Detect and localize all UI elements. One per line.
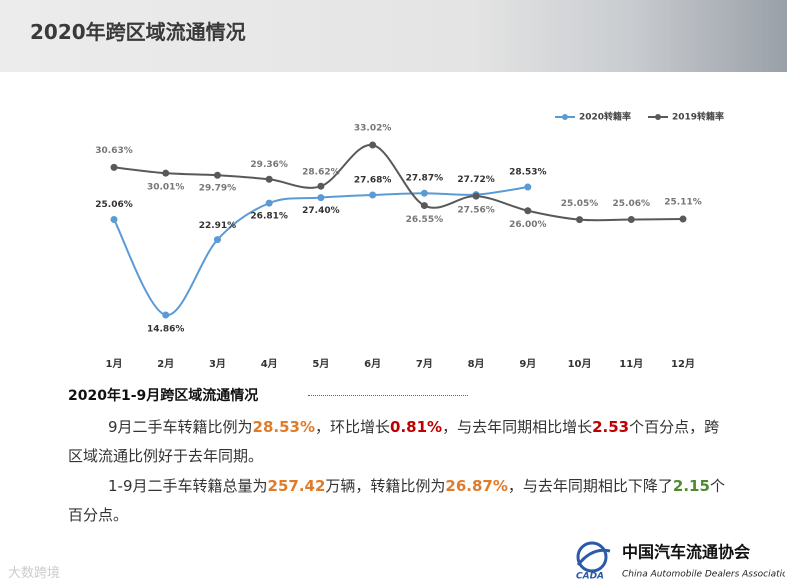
legend-label: 2020转籍率 <box>579 111 631 123</box>
highlight: 26.87% <box>445 477 508 495</box>
data-point <box>679 215 687 223</box>
section-title: 2020年1-9月跨区域流通情况 <box>68 388 259 404</box>
data-point <box>472 192 480 200</box>
data-label: 29.79% <box>199 184 237 194</box>
x-tick-label: 6月 <box>364 358 381 370</box>
text-run: 9月二手车转籍比例为 <box>108 418 253 436</box>
data-label: 28.53% <box>509 168 547 178</box>
data-label: 25.11% <box>664 198 702 208</box>
data-label: 28.62% <box>302 168 340 178</box>
text-run: ，与去年同期相比下降了 <box>507 477 673 495</box>
text-run: 个百分点。 <box>68 477 725 524</box>
chart: 1月 2月 3月 4月 5月 6月 7月 8月 9月 10月 11月 12月 25.06% 14.86% 2… <box>95 111 724 371</box>
data-point <box>213 171 221 179</box>
data-label: 26.00% <box>509 220 547 230</box>
data-point <box>162 311 170 319</box>
data-point <box>265 175 273 183</box>
x-tick-label: 9月 <box>519 358 536 370</box>
data-label: 14.86% <box>147 325 185 335</box>
header: 2020年跨区域流通情况 <box>0 0 787 72</box>
data-point <box>213 236 221 244</box>
logo-swoosh <box>576 548 611 566</box>
text-run: 1-9月二手车转籍总量为 <box>108 477 268 495</box>
data-label: 27.56% <box>457 206 495 216</box>
x-tick-label: 11月 <box>619 358 643 370</box>
logo-abbr: CADA <box>576 572 604 582</box>
x-tick-label: 1月 <box>106 358 123 370</box>
data-label: 27.87% <box>406 174 444 184</box>
text-run: 万辆，转籍比例为 <box>325 477 446 495</box>
x-tick-label: 8月 <box>468 358 485 370</box>
x-tick-label: 12月 <box>671 358 695 370</box>
x-tick-label: 5月 <box>312 358 329 370</box>
data-point <box>524 207 532 215</box>
data-point <box>420 189 428 197</box>
data-label: 27.68% <box>354 175 392 185</box>
highlight: 28.53% <box>252 418 316 436</box>
x-tick-label: 4月 <box>261 358 278 370</box>
text-run: 个百分点，跨区域流通比例好于去年同期。 <box>68 418 720 465</box>
data-point <box>420 202 428 210</box>
data-label: 25.06% <box>613 199 651 209</box>
legend-label: 2019转籍率 <box>672 111 724 123</box>
data-label: 25.06% <box>95 200 133 210</box>
data-label: 26.55% <box>406 215 444 225</box>
text-run: ，与去年同期相比增长 <box>442 418 593 436</box>
data-point <box>317 194 325 202</box>
data-point <box>627 216 635 224</box>
paragraph: 9月二手车转籍比例为28.53%，环比增长0.81%，与去年同期相比增长2.53… <box>68 413 733 471</box>
data-point <box>576 216 584 224</box>
data-label: 30.63% <box>95 146 133 156</box>
highlight: 0.81% <box>390 418 443 436</box>
data-point <box>317 182 325 190</box>
x-tick-label: 10月 <box>568 358 592 370</box>
divider <box>308 395 468 396</box>
data-point <box>524 183 532 191</box>
data-label: 33.02% <box>354 124 392 134</box>
x-tick-label: 7月 <box>416 358 433 370</box>
legend-marker <box>655 114 661 120</box>
data-label: 30.01% <box>147 183 185 193</box>
data-label: 29.36% <box>250 160 288 170</box>
data-point <box>162 169 170 177</box>
data-label: 27.72% <box>457 175 495 185</box>
data-point <box>110 163 118 171</box>
logo-mark <box>576 541 608 573</box>
text-run: ，环比增长 <box>315 418 391 436</box>
data-point <box>369 141 377 149</box>
data-label: 22.91% <box>199 221 237 231</box>
legend-marker <box>562 114 568 120</box>
data-point <box>265 199 273 207</box>
data-point <box>110 216 118 224</box>
data-point <box>369 191 377 199</box>
data-label: 26.81% <box>250 212 288 222</box>
highlight: 2.15 <box>672 477 710 495</box>
x-tick-label: 3月 <box>209 358 226 370</box>
logo-name: 中国汽车流通协会 <box>622 543 750 562</box>
slide-title: 2020年跨区域流通情况 <box>30 20 246 44</box>
logo: CADA 中国汽车流通协会 China Automobile Dealers A… <box>576 541 785 582</box>
x-tick-label: 2月 <box>157 358 174 370</box>
paragraph: 1-9月二手车转籍总量为257.42万辆，转籍比例为26.87%，与去年同期相比… <box>68 472 733 530</box>
highlight: 257.42 <box>267 477 326 495</box>
highlight: 2.53 <box>592 418 630 436</box>
data-label: 25.05% <box>561 199 599 209</box>
watermark: 大数跨境 <box>8 566 61 581</box>
logo-english: China Automobile Dealers Association <box>622 570 785 580</box>
data-label: 27.40% <box>302 206 340 216</box>
